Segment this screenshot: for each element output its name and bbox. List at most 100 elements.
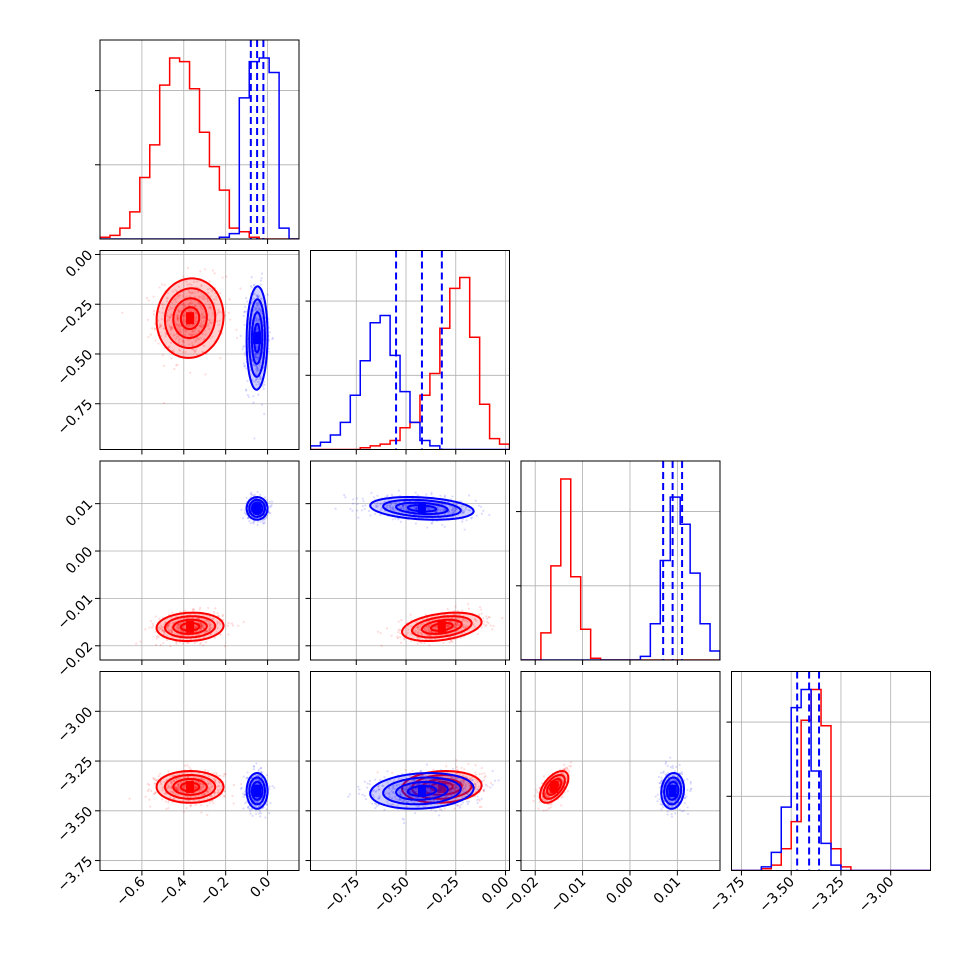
scatter-point (474, 783, 477, 787)
scatter-point (175, 642, 178, 645)
scatter-point (176, 624, 180, 627)
contour-line (250, 780, 264, 801)
histogram-series-0 (100, 57, 299, 239)
scatter-point (121, 311, 124, 314)
panel-1-0: 0.00−0.25−0.50−0.75 (55, 247, 300, 455)
scatter-point (172, 797, 175, 800)
scatter-point (188, 766, 191, 769)
scatter-point (200, 777, 203, 780)
scatter-point (202, 644, 205, 647)
scatter-point (257, 308, 260, 311)
scatter-point (474, 773, 478, 776)
scatter-point (217, 308, 220, 312)
scatter-point (217, 784, 221, 788)
scatter-point (389, 506, 392, 509)
scatter-point (402, 508, 405, 511)
scatter-point (255, 364, 258, 367)
scatter-point (201, 307, 204, 311)
scatter-point (472, 622, 475, 625)
scatter-point (247, 806, 250, 809)
scatter-point (182, 340, 185, 344)
scatter-point (483, 772, 486, 775)
scatter-point (168, 315, 171, 319)
scatter-point (501, 616, 504, 620)
scatter-point (254, 380, 257, 383)
scatter-point (383, 500, 387, 504)
scatter-point (465, 624, 468, 627)
scatter-point (208, 621, 211, 625)
scatter-point (454, 776, 457, 779)
scatter-point (201, 623, 204, 626)
scatter-point (197, 338, 200, 341)
scatter-point (256, 783, 259, 786)
scatter-point (241, 348, 244, 351)
scatter-point (452, 613, 455, 616)
scatter-point (246, 771, 249, 774)
scatter-point (424, 613, 427, 616)
scatter-point (175, 785, 178, 788)
scatter-point (218, 788, 222, 791)
scatter-point (158, 772, 162, 775)
scatter-point (243, 310, 246, 313)
scatter-point (480, 505, 483, 508)
scatter-point (207, 779, 210, 783)
scatter-point (255, 328, 258, 331)
scatter-point (187, 325, 190, 328)
x-tick-label: −0.4 (155, 874, 190, 909)
scatter-point (454, 787, 457, 790)
scatter-point (482, 788, 485, 792)
scatter-point (170, 617, 173, 620)
scatter-point (209, 782, 212, 785)
scatter-point (188, 295, 191, 298)
scatter-point (401, 504, 404, 507)
scatter-point (259, 812, 263, 815)
scatter-point (193, 333, 196, 337)
scatter-point (214, 791, 217, 794)
scatter-point (200, 794, 204, 797)
scatter-point (268, 500, 271, 503)
scatter-point (223, 772, 226, 776)
scatter-point (430, 522, 433, 525)
scatter-point (209, 337, 212, 340)
scatter-point (474, 785, 477, 789)
scatter-point (201, 325, 204, 329)
scatter-point (177, 325, 180, 329)
scatter-point (267, 317, 270, 320)
scatter-point (198, 608, 201, 611)
scatter-point (254, 364, 257, 367)
scatter-point (478, 805, 481, 809)
scatter-point (258, 380, 261, 383)
scatter-point (457, 629, 460, 632)
scatter-point (254, 355, 257, 359)
scatter-point (201, 788, 204, 791)
scatter-point (253, 283, 256, 286)
scatter-point (178, 641, 182, 644)
scatter-point (453, 620, 457, 624)
scatter-point (450, 512, 453, 515)
scatter-point (187, 309, 191, 312)
scatter-point (176, 317, 179, 320)
scatter-point (198, 799, 201, 802)
scatter-point (250, 286, 253, 289)
scatter-point (181, 294, 184, 298)
scatter-point (431, 630, 434, 633)
scatter-point (219, 622, 222, 626)
scatter-point (225, 275, 228, 278)
scatter-point (151, 626, 154, 629)
scatter-point (446, 607, 449, 611)
scatter-point (244, 354, 247, 357)
scatter-point (175, 323, 179, 327)
scatter-point (392, 506, 395, 509)
scatter-point (399, 641, 403, 644)
scatter-point (198, 324, 201, 327)
scatter-point (463, 619, 466, 622)
scatter-point (242, 807, 245, 810)
scatter-point (255, 369, 259, 372)
scatter-point (165, 807, 168, 811)
scatter-point (416, 631, 420, 635)
scatter-point (174, 337, 178, 340)
scatter-point (455, 623, 458, 627)
scatter-point (424, 805, 427, 808)
scatter-point (446, 625, 449, 628)
scatter-point (255, 800, 259, 803)
